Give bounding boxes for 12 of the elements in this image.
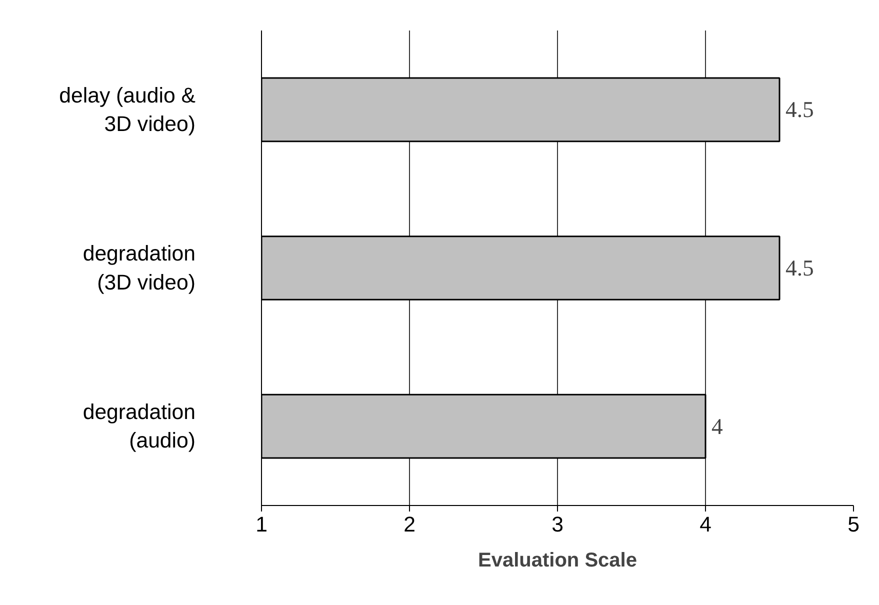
x-tick-label: 5 — [848, 512, 860, 536]
x-tick-label: 2 — [404, 512, 416, 536]
data-label: 4.5 — [786, 256, 814, 280]
x-tick-label: 4 — [700, 512, 712, 536]
data-label: 4.5 — [786, 97, 814, 122]
y-tick-label: degradation (3D video) — [82, 242, 196, 294]
x-tick-label: 1 — [256, 512, 268, 536]
data-label: 4 — [712, 414, 723, 439]
y-tick-label: degradation (audio) — [82, 400, 196, 453]
x-tick-label: 3 — [552, 512, 564, 536]
x-axis-title: Evaluation Scale — [478, 550, 637, 572]
y-tick-label: delay (audio & 3D video) — [59, 83, 196, 136]
